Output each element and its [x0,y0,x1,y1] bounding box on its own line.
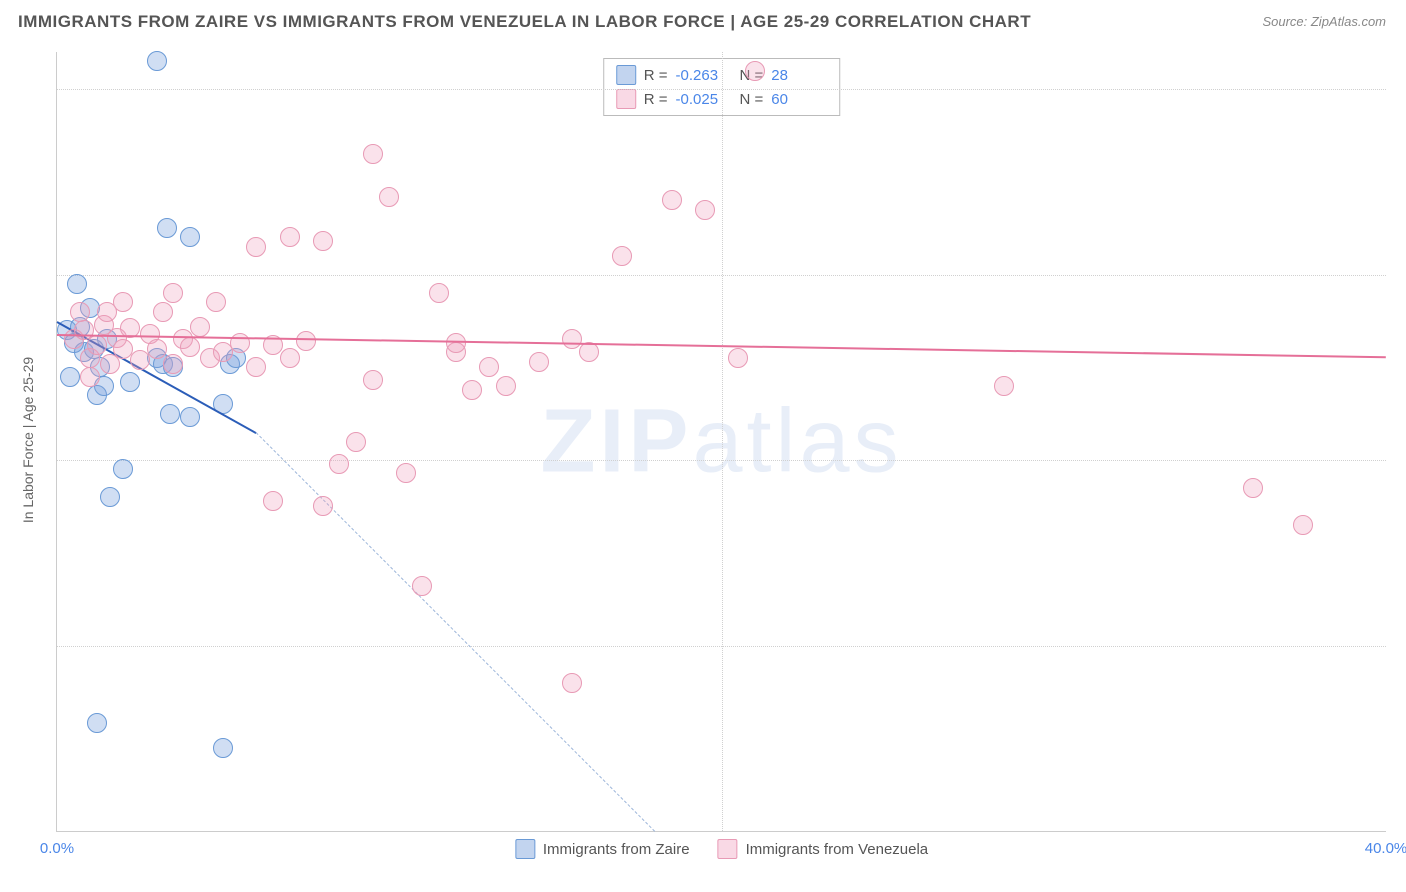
data-point [662,190,682,210]
legend-swatch-pink [616,89,636,109]
y-tick-label: 70.0% [1396,637,1406,654]
data-point [379,187,399,207]
data-point [180,227,200,247]
data-point [157,218,177,238]
data-point [363,144,383,164]
y-axis-label: In Labor Force | Age 25-29 [20,357,36,523]
legend-item-zaire: Immigrants from Zaire [515,839,690,859]
data-point [529,352,549,372]
grid-line-v [722,52,723,831]
data-point [579,342,599,362]
legend-swatch-blue [616,65,636,85]
y-tick-label: 100.0% [1396,81,1406,98]
data-point [313,496,333,516]
legend-n-label: N = [740,91,764,108]
data-point [67,274,87,294]
data-point [280,227,300,247]
data-point [87,713,107,733]
legend-label-venezuela: Immigrants from Venezuela [746,841,929,858]
data-point [160,404,180,424]
data-point [429,283,449,303]
legend-r-value-zaire: -0.263 [676,67,732,84]
data-point [246,237,266,257]
legend-label-zaire: Immigrants from Zaire [543,841,690,858]
data-point [745,61,765,81]
source-label: Source: ZipAtlas.com [1262,14,1386,29]
chart-title: IMMIGRANTS FROM ZAIRE VS IMMIGRANTS FROM… [18,12,1031,32]
data-point [80,367,100,387]
data-point [479,357,499,377]
data-point [363,370,383,390]
data-point [163,354,183,374]
data-point [206,292,226,312]
plot-area: ZIPatlas R = -0.263 N = 28 R = -0.025 N … [56,52,1386,832]
data-point [100,487,120,507]
data-point [496,376,516,396]
data-point [280,348,300,368]
data-point [153,302,173,322]
data-point [695,200,715,220]
regression-line-ext [256,432,655,831]
x-tick-label: 40.0% [1365,840,1406,857]
data-point [612,246,632,266]
legend-swatch-blue [515,839,535,859]
data-point [246,357,266,377]
data-point [180,407,200,427]
data-point [190,317,210,337]
data-point [87,335,107,355]
data-point [296,331,316,351]
legend-series: Immigrants from Zaire Immigrants from Ve… [515,839,928,859]
legend-r-value-venezuela: -0.025 [676,91,732,108]
watermark-rest: atlas [692,391,902,491]
data-point [1243,478,1263,498]
data-point [346,432,366,452]
legend-n-value-venezuela: 60 [771,91,827,108]
data-point [147,339,167,359]
legend-item-venezuela: Immigrants from Venezuela [718,839,929,859]
data-point [1293,515,1313,535]
y-tick-label: 80.0% [1396,452,1406,469]
data-point [70,302,90,322]
data-point [313,231,333,251]
data-point [728,348,748,368]
data-point [163,283,183,303]
data-point [329,454,349,474]
data-point [396,463,416,483]
legend-swatch-pink [718,839,738,859]
legend-n-value-zaire: 28 [771,67,827,84]
legend-r-label: R = [644,91,668,108]
x-tick-label: 0.0% [40,840,74,857]
legend-r-label: R = [644,67,668,84]
data-point [462,380,482,400]
data-point [412,576,432,596]
data-point [180,337,200,357]
data-point [994,376,1014,396]
data-point [120,372,140,392]
data-point [60,367,80,387]
data-point [113,459,133,479]
data-point [97,302,117,322]
data-point [446,333,466,353]
data-point [562,673,582,693]
watermark-bold: ZIP [540,391,692,491]
data-point [263,491,283,511]
y-tick-label: 90.0% [1396,266,1406,283]
data-point [213,738,233,758]
data-point [147,51,167,71]
